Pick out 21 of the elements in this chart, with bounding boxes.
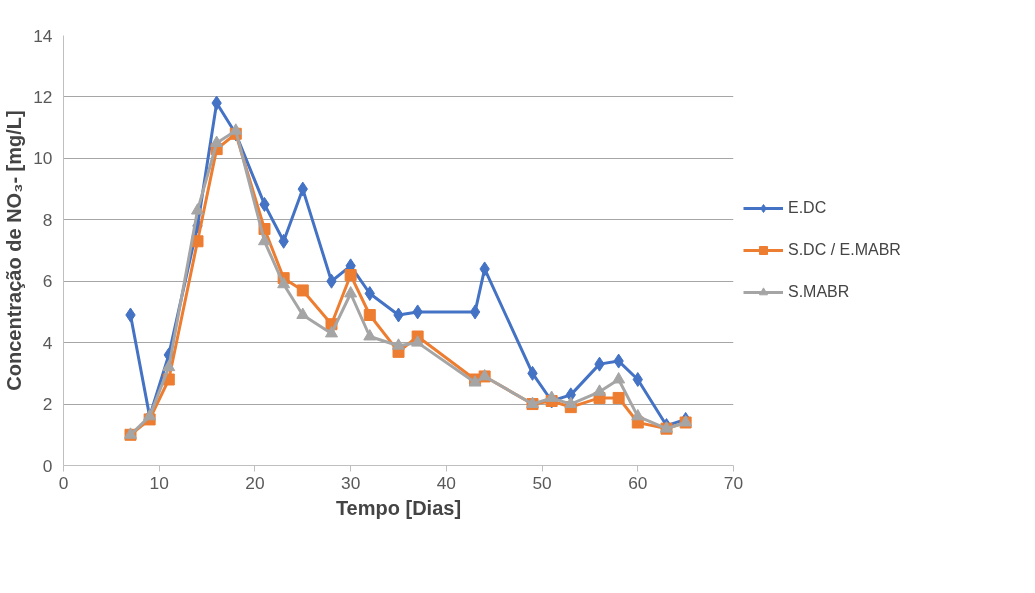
x-tick-label: 40 xyxy=(436,472,456,493)
x-axis-title: Tempo [Dias] xyxy=(335,496,462,519)
x-tick-label: 60 xyxy=(628,472,648,493)
y-tick-label: 0 xyxy=(42,455,53,476)
legend-label: E.DC xyxy=(788,199,827,217)
x-tick-label: 70 xyxy=(723,472,744,493)
y-axis-title: Concentração de NO₃- [mg/L] xyxy=(3,110,26,391)
x-tick-label: 20 xyxy=(245,472,265,493)
x-tick-label: 50 xyxy=(532,472,552,493)
legend-label: S.MABR xyxy=(788,283,850,301)
y-tick-label: 4 xyxy=(42,332,53,353)
x-tick-label: 0 xyxy=(58,472,69,493)
y-tick-label: 2 xyxy=(42,394,53,415)
x-tick-label: 10 xyxy=(149,472,169,493)
legend-label: S.DC / E.MABR xyxy=(788,241,901,259)
y-tick-label: 6 xyxy=(42,271,53,292)
y-tick-label: 10 xyxy=(33,148,53,169)
y-tick-label: 12 xyxy=(33,86,53,107)
y-tick-label: 14 xyxy=(33,25,53,46)
y-tick-label: 8 xyxy=(42,209,53,230)
x-tick-label: 30 xyxy=(341,472,361,493)
